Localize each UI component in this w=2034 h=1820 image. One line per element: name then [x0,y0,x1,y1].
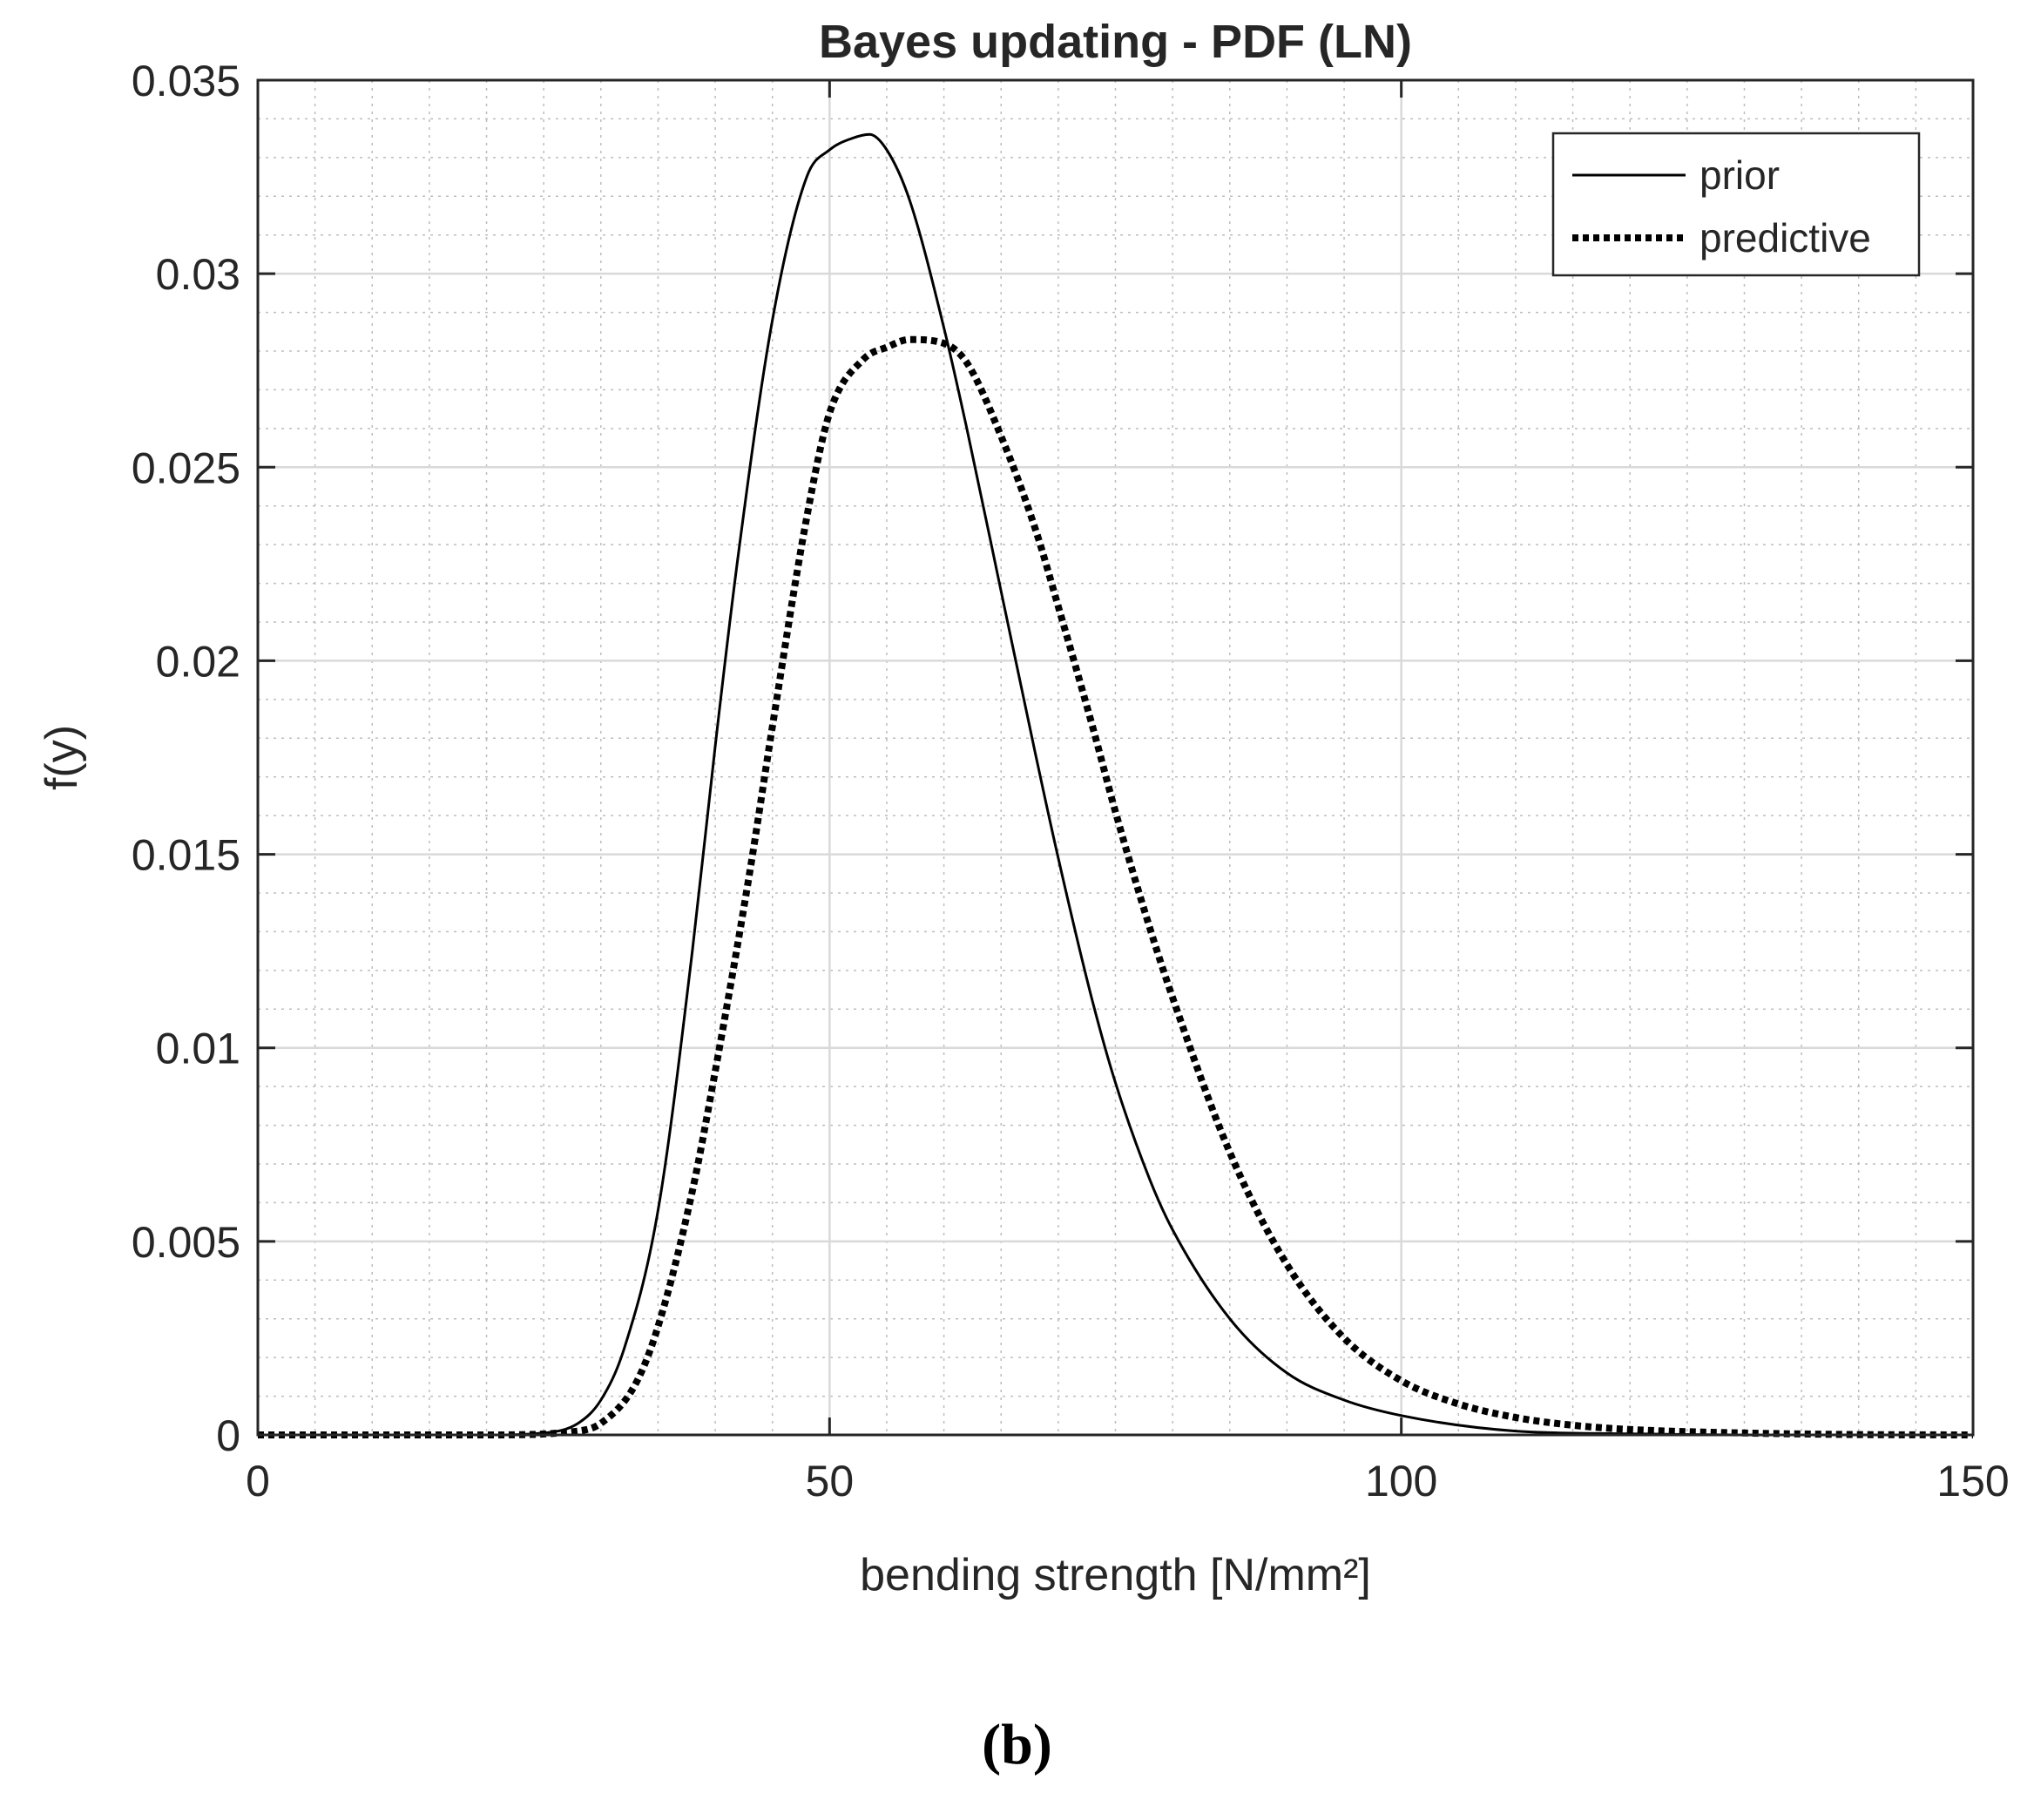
figure-caption: (b) [982,1713,1052,1776]
y-tick-label: 0 [216,1411,240,1460]
series-layer [257,132,1974,1439]
x-tick-label: 100 [1365,1457,1437,1505]
legend-label-predictive: predictive [1700,215,1871,260]
legend-label-prior: prior [1700,152,1780,198]
x-tick-label: 150 [1936,1457,2009,1505]
axes-frame [256,78,1975,1437]
x-tick-label: 0 [246,1457,270,1505]
y-tick-label: 0.015 [132,831,240,880]
series-line-predictive [257,335,1974,1439]
y-tick-label: 0.02 [156,637,240,686]
y-tick-label: 0.01 [156,1025,240,1073]
x-axis-label: bending strength [N/mm²] [860,1550,1371,1600]
y-tick-label: 0.025 [132,443,240,492]
ticks: 0 50 100 150 0 0.005 0.01 0.015 0.02 0.025 0.03 0.0… [132,57,2010,1505]
legend-box [1551,132,1921,277]
y-axis-label: f(y) [37,725,87,790]
y-tick-label: 0.035 [132,57,240,105]
chart-title: Bayes updating - PDF (LN) [819,16,1412,68]
y-tick-label: 0.005 [132,1218,240,1267]
x-tick-label: 50 [806,1457,855,1505]
y-tick-label: 0.03 [156,250,240,299]
legend: prior predictive [1551,132,1921,277]
series-line-prior [257,132,1973,1437]
